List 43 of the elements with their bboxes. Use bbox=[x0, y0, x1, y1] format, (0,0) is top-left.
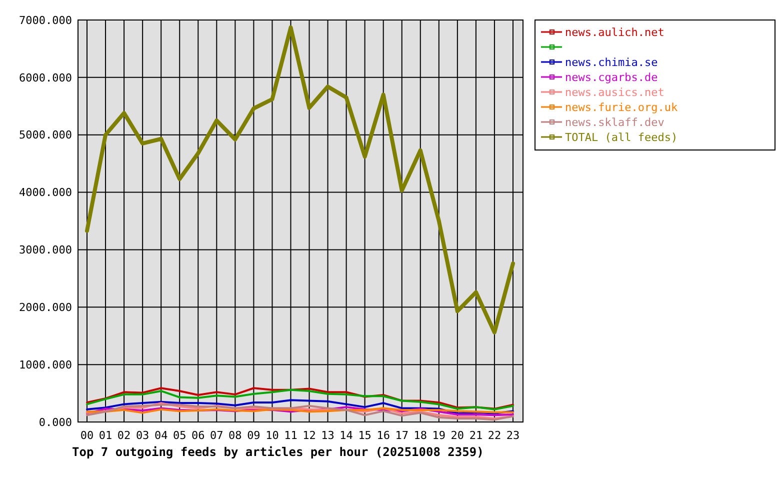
x-tick-label: 07 bbox=[210, 429, 224, 442]
x-tick-label: 22 bbox=[488, 429, 502, 442]
x-tick-label: 05 bbox=[172, 429, 186, 442]
x-tick-label: 12 bbox=[302, 429, 316, 442]
x-tick-label: 18 bbox=[414, 429, 428, 442]
x-tick-label: 01 bbox=[98, 429, 112, 442]
x-tick-label: 08 bbox=[228, 429, 242, 442]
x-tick-label: 09 bbox=[247, 429, 260, 442]
y-tick-label: 2000.000 bbox=[19, 300, 72, 314]
y-tick-label: 4000.000 bbox=[19, 186, 72, 200]
x-tick-label: 16 bbox=[376, 429, 390, 442]
x-tick-label: 19 bbox=[432, 429, 446, 442]
x-tick-label: 13 bbox=[321, 429, 334, 442]
line-series bbox=[86, 406, 514, 416]
y-tick-label: 7000.000 bbox=[19, 14, 72, 27]
legend-label: news.ausics.net bbox=[565, 86, 664, 99]
text: Top 7 outgoing feeds by articles per hour (20251008 2359) bbox=[72, 445, 484, 459]
x-tick-label: 10 bbox=[266, 429, 279, 442]
legend-label: news.sklaff.dev bbox=[565, 116, 665, 129]
x-tick-label: 04 bbox=[154, 429, 168, 442]
legend-label: news.chimia.se bbox=[565, 56, 658, 69]
legend-label: news.cgarbs.de bbox=[565, 70, 658, 84]
x-tick-label: 20 bbox=[450, 429, 464, 442]
x-tick-label: 15 bbox=[358, 429, 372, 442]
x-tick-label: 02 bbox=[117, 429, 131, 442]
y-tick-label: 5000.000 bbox=[19, 128, 72, 142]
x-tick-label: 17 bbox=[395, 429, 408, 442]
y-tick-label: 0.000 bbox=[38, 416, 72, 429]
x-tick-label: 06 bbox=[192, 429, 205, 442]
x-tick-label: 00 bbox=[80, 429, 94, 442]
y-tick-label: 1000.000 bbox=[19, 358, 72, 372]
x-tick-label: 03 bbox=[136, 429, 150, 442]
x-tick-label: 21 bbox=[469, 429, 483, 442]
x-tick-label: 14 bbox=[340, 429, 354, 442]
y-tick-label: 3000.000 bbox=[19, 244, 72, 257]
x-tick-label: 11 bbox=[284, 429, 298, 442]
legend-label: news.aulich.net bbox=[565, 26, 664, 39]
line-series bbox=[85, 25, 515, 334]
legend-label: news.furie.org.uk bbox=[565, 100, 678, 114]
line-series bbox=[86, 399, 514, 414]
y-tick-label: 6000.000 bbox=[19, 71, 72, 84]
x-tick-label: 23 bbox=[506, 429, 520, 442]
legend-label: TOTAL (all feeds) bbox=[565, 130, 678, 144]
